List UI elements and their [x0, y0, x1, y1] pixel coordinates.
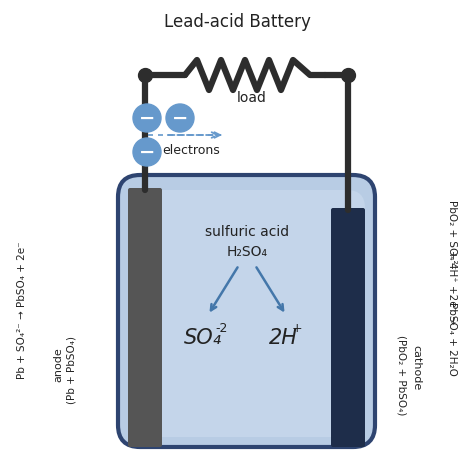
Text: 2H: 2H	[268, 328, 298, 348]
Text: +: +	[292, 321, 302, 334]
FancyBboxPatch shape	[128, 190, 365, 437]
Text: −: −	[139, 108, 155, 127]
Text: H₂SO₄: H₂SO₄	[227, 245, 267, 259]
Text: load: load	[237, 91, 267, 105]
Text: Lead-acid Battery: Lead-acid Battery	[164, 13, 310, 31]
Text: PbO₂ + SO₄²⁻: PbO₂ + SO₄²⁻	[447, 200, 457, 269]
FancyBboxPatch shape	[128, 188, 162, 447]
Text: -2: -2	[216, 321, 228, 334]
Text: PbSO₄ + 2H₂O: PbSO₄ + 2H₂O	[447, 302, 457, 376]
Text: electrons: electrons	[162, 144, 220, 156]
Text: sulfuric acid: sulfuric acid	[205, 225, 289, 239]
Text: SO₄: SO₄	[184, 328, 222, 348]
Text: −: −	[172, 108, 188, 127]
Text: + 4H⁺ +2e⁻ →: + 4H⁺ +2e⁻ →	[447, 250, 457, 324]
Text: (PbO₂ + PbSO₄): (PbO₂ + PbSO₄)	[397, 335, 407, 415]
Text: anode: anode	[53, 348, 63, 382]
Text: cathode: cathode	[411, 345, 421, 391]
Circle shape	[133, 138, 161, 166]
Circle shape	[133, 104, 161, 132]
Text: −: −	[139, 143, 155, 162]
Text: Pb + SO₄²⁻ → PbSO₄ + 2e⁻: Pb + SO₄²⁻ → PbSO₄ + 2e⁻	[17, 241, 27, 379]
Circle shape	[166, 104, 194, 132]
Text: (Pb + PbSO₄): (Pb + PbSO₄)	[67, 336, 77, 404]
FancyBboxPatch shape	[331, 208, 365, 447]
FancyBboxPatch shape	[118, 175, 375, 447]
